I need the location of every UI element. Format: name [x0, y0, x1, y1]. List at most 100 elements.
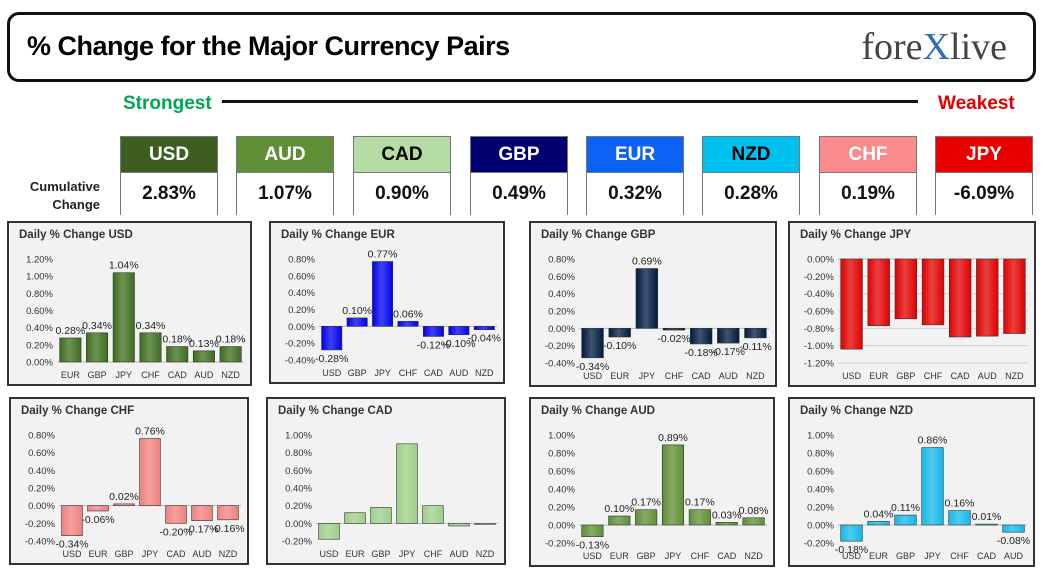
chart-title: Daily % Change USD: [19, 229, 133, 241]
data-label: -0.06%: [81, 514, 114, 526]
bar-aud: [192, 350, 215, 363]
data-label: -0.11%: [739, 341, 772, 353]
data-label: -0.02%: [657, 333, 690, 345]
currency-box-usd: USD 2.83%: [120, 136, 218, 215]
bar-cad: [422, 326, 444, 337]
bar-usd: [318, 523, 340, 540]
x-tick-label: USD: [842, 371, 862, 381]
y-tick-label: 0.00%: [807, 521, 834, 532]
currency-code: EUR: [587, 137, 683, 173]
x-tick-label: GBP: [114, 549, 133, 559]
x-tick-label: CAD: [717, 551, 737, 561]
currency-box-nzd: NZD 0.28%: [702, 136, 800, 215]
x-tick-label: AUD: [194, 370, 214, 380]
cumulative-change-value: 1.07%: [237, 173, 333, 215]
y-tick-label: 1.00%: [26, 272, 53, 283]
data-label: 0.69%: [632, 256, 662, 268]
x-tick-label: CAD: [977, 551, 997, 561]
x-tick-label: USD: [842, 551, 862, 561]
bar-gbp: [86, 332, 109, 363]
y-tick-label: 1.00%: [285, 431, 312, 442]
y-tick-label: -0.60%: [804, 307, 835, 318]
x-tick-label: USD: [583, 371, 603, 381]
bar-eur: [867, 521, 890, 526]
y-tick-label: -0.20%: [804, 272, 835, 283]
bar-gbp: [894, 258, 918, 320]
chart-svg: -0.40% -0.20% 0.00% 0.20% 0.40% 0.60% 0.80% USD…: [545, 255, 772, 382]
bar-chf: [688, 509, 711, 526]
chart-svg: -0.40% -0.20% 0.00% 0.20% 0.40% 0.60% 0.80% USD…: [25, 426, 245, 559]
bar-eur: [608, 515, 631, 526]
x-tick-label: GBP: [637, 551, 656, 561]
chart-panel-gbp: Daily % Change GBP -0.40% -0.20% 0.00% 0.20…: [529, 221, 777, 387]
bar-cad: [166, 346, 189, 363]
chart-svg: -0.40% -0.20% 0.00% 0.20% 0.40% 0.60% 0.80% USD…: [285, 249, 501, 378]
currency-code: GBP: [471, 137, 567, 173]
x-tick-label: NZD: [475, 368, 494, 378]
bar-usd: [581, 524, 604, 537]
y-tick-label: -0.80%: [804, 324, 835, 335]
data-label: 0.10%: [604, 503, 634, 515]
chart-svg: 0.00% 0.20% 0.40% 0.60% 0.80% 1.00% 1.20% EUR 0.…: [26, 255, 245, 381]
data-label: -0.34%: [576, 361, 609, 373]
y-tick-label: 0.00%: [548, 521, 575, 532]
x-tick-label: GBP: [88, 370, 107, 380]
data-label: 0.13%: [189, 338, 219, 350]
bar-jpy: [112, 272, 135, 363]
chart-panel-cad: Daily % Change CAD -0.20% 0.00% 0.20% 0.40%…: [266, 397, 506, 565]
bar-cad: [948, 258, 972, 338]
cumulative-change-value: -6.09%: [936, 173, 1032, 215]
data-label: -0.28%: [315, 353, 348, 365]
data-label: 0.86%: [918, 435, 948, 447]
currency-box-eur: EUR 0.32%: [586, 136, 684, 215]
chart-panel-chf: Daily % Change CHF -0.40% -0.20% 0.00% 0.20…: [9, 397, 249, 565]
y-tick-label: 0.40%: [548, 485, 575, 496]
currency-box-cad: CAD 0.90%: [353, 136, 451, 215]
x-tick-label: CAD: [951, 371, 971, 381]
y-tick-label: 0.20%: [26, 340, 53, 351]
x-tick-label: JPY: [374, 368, 391, 378]
page-title: % Change for the Major Currency Pairs: [27, 31, 510, 61]
data-label: 0.89%: [658, 432, 688, 444]
chart-panel-aud: Daily % Change AUD -0.20% 0.00% 0.20% 0.40%…: [529, 397, 775, 567]
x-tick-label: GBP: [896, 371, 915, 381]
y-tick-label: -0.20%: [545, 539, 576, 550]
forexlive-logo[interactable]: foreXlive: [861, 25, 1007, 69]
bar-chf: [948, 510, 971, 526]
data-label: -0.10%: [442, 338, 475, 350]
currency-box-gbp: GBP 0.49%: [470, 136, 568, 215]
bar-cad: [165, 505, 187, 524]
y-tick-label: 0.00%: [28, 501, 55, 512]
bar-aud: [976, 258, 999, 337]
bar-chf: [921, 258, 945, 326]
chart-title: Daily % Change EUR: [281, 229, 395, 241]
bar-chf: [139, 332, 162, 363]
y-tick-label: 0.40%: [285, 484, 312, 495]
data-label: -0.04%: [468, 333, 501, 345]
bar-eur: [59, 337, 82, 363]
cumulative-change-value: 0.32%: [587, 173, 683, 215]
y-tick-label: 0.80%: [28, 431, 55, 442]
x-tick-label: JPY: [639, 371, 656, 381]
y-tick-label: 0.60%: [288, 271, 315, 282]
y-tick-label: 0.80%: [548, 255, 575, 266]
x-tick-label: GBP: [896, 551, 915, 561]
bar-chf: [422, 505, 444, 524]
bar-chf: [662, 328, 686, 331]
chart-panel-jpy: Daily % Change JPY -1.20% -1.00% -0.80% -0.…: [788, 221, 1036, 387]
bar-aud: [448, 523, 470, 527]
y-tick-label: 0.00%: [288, 322, 315, 333]
data-label: -0.17%: [185, 524, 218, 536]
data-label: 0.06%: [393, 308, 423, 320]
x-tick-label: JPY: [924, 551, 941, 561]
y-tick-label: 0.40%: [807, 485, 834, 496]
currency-box-jpy: JPY -6.09%: [935, 136, 1033, 215]
y-tick-label: -1.00%: [804, 341, 835, 352]
data-label: -0.34%: [55, 539, 88, 551]
x-tick-label: AUD: [192, 549, 212, 559]
x-tick-label: EUR: [345, 549, 365, 559]
cumulative-label-line2: Change: [52, 197, 100, 212]
bar-nzd: [217, 505, 239, 521]
chart-title: Daily % Change AUD: [541, 405, 655, 417]
bar-nzd: [742, 517, 765, 526]
